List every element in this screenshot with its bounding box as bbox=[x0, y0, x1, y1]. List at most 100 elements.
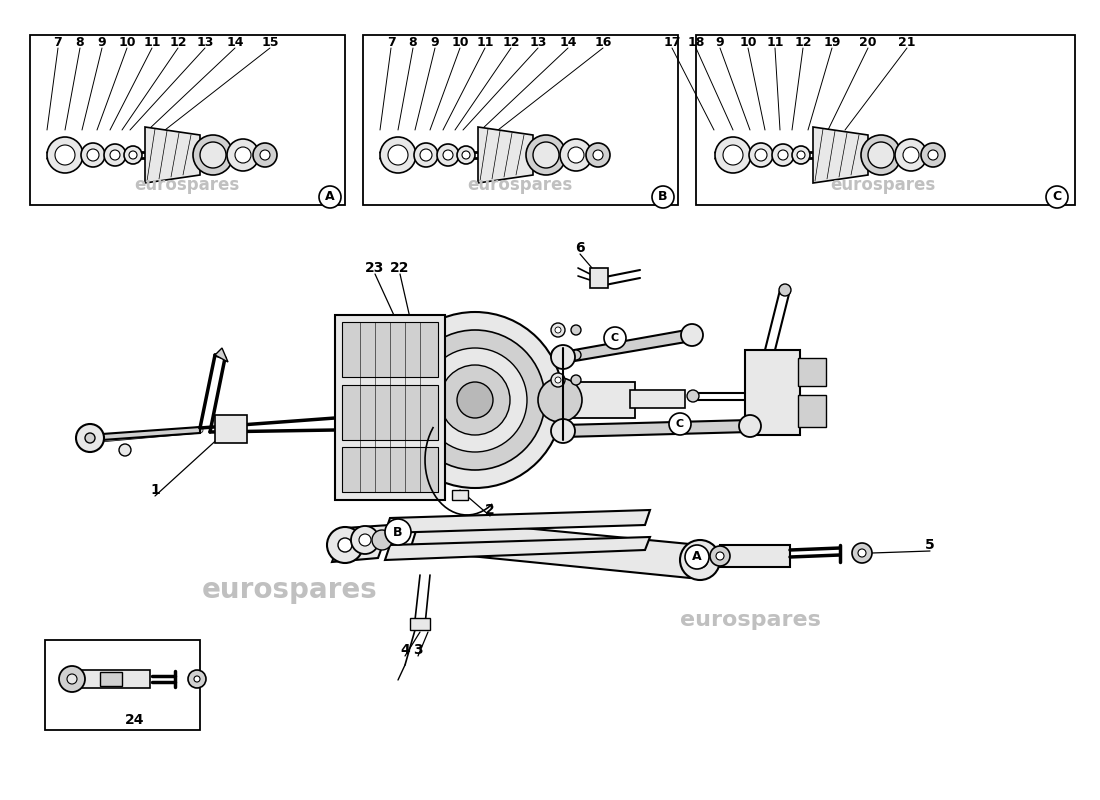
Circle shape bbox=[903, 147, 918, 163]
Circle shape bbox=[556, 352, 561, 358]
Circle shape bbox=[351, 526, 380, 554]
Text: 12: 12 bbox=[794, 37, 812, 50]
Text: 21: 21 bbox=[899, 37, 915, 50]
Circle shape bbox=[440, 365, 510, 435]
Bar bbox=[342, 385, 438, 440]
Circle shape bbox=[405, 330, 544, 470]
Polygon shape bbox=[145, 127, 200, 183]
Circle shape bbox=[456, 382, 493, 418]
Polygon shape bbox=[332, 525, 390, 562]
Bar bbox=[342, 322, 438, 377]
Bar bbox=[452, 490, 468, 500]
Text: 9: 9 bbox=[98, 37, 107, 50]
Circle shape bbox=[749, 143, 773, 167]
Circle shape bbox=[798, 151, 805, 159]
Circle shape bbox=[861, 135, 901, 175]
Circle shape bbox=[55, 145, 75, 165]
Circle shape bbox=[1046, 186, 1068, 208]
Text: 15: 15 bbox=[262, 37, 278, 50]
Bar bbox=[720, 545, 790, 567]
Text: C: C bbox=[675, 419, 684, 429]
Text: 9: 9 bbox=[716, 37, 724, 50]
Bar bbox=[45, 640, 200, 730]
Circle shape bbox=[921, 143, 945, 167]
Circle shape bbox=[253, 143, 277, 167]
Circle shape bbox=[571, 350, 581, 360]
Text: 12: 12 bbox=[169, 37, 187, 50]
Text: 18: 18 bbox=[688, 37, 705, 50]
Text: 22: 22 bbox=[390, 261, 409, 275]
Text: 12: 12 bbox=[503, 37, 519, 50]
Bar bbox=[336, 315, 446, 500]
Polygon shape bbox=[88, 427, 200, 441]
Bar bbox=[363, 35, 678, 205]
Text: 2: 2 bbox=[485, 503, 495, 517]
Circle shape bbox=[385, 519, 411, 545]
Text: 24: 24 bbox=[125, 713, 145, 727]
Circle shape bbox=[67, 674, 77, 684]
Circle shape bbox=[538, 378, 582, 422]
Text: eurospares: eurospares bbox=[134, 176, 240, 194]
Text: A: A bbox=[692, 550, 702, 563]
Circle shape bbox=[235, 147, 251, 163]
Polygon shape bbox=[410, 518, 700, 578]
Circle shape bbox=[338, 538, 352, 552]
Circle shape bbox=[551, 419, 575, 443]
Polygon shape bbox=[563, 329, 692, 363]
Text: 14: 14 bbox=[559, 37, 576, 50]
Circle shape bbox=[119, 444, 131, 456]
Circle shape bbox=[681, 324, 703, 346]
Text: 6: 6 bbox=[575, 241, 585, 255]
Circle shape bbox=[260, 150, 270, 160]
Circle shape bbox=[778, 150, 788, 160]
Circle shape bbox=[779, 284, 791, 296]
Circle shape bbox=[85, 433, 95, 443]
Text: 14: 14 bbox=[227, 37, 244, 50]
Circle shape bbox=[680, 540, 720, 580]
Circle shape bbox=[692, 552, 708, 568]
Circle shape bbox=[688, 390, 698, 402]
Circle shape bbox=[227, 139, 258, 171]
Circle shape bbox=[571, 325, 581, 335]
Circle shape bbox=[420, 149, 432, 161]
Text: B: B bbox=[394, 526, 403, 538]
Bar bbox=[214, 415, 248, 443]
Circle shape bbox=[192, 135, 233, 175]
Circle shape bbox=[424, 348, 527, 452]
Circle shape bbox=[739, 415, 761, 437]
Circle shape bbox=[792, 146, 810, 164]
Circle shape bbox=[372, 530, 392, 550]
Circle shape bbox=[868, 142, 894, 168]
Circle shape bbox=[319, 186, 341, 208]
Circle shape bbox=[534, 142, 559, 168]
Circle shape bbox=[81, 143, 104, 167]
Text: 23: 23 bbox=[365, 261, 385, 275]
Polygon shape bbox=[385, 537, 650, 560]
Circle shape bbox=[652, 186, 674, 208]
Circle shape bbox=[456, 146, 475, 164]
Circle shape bbox=[76, 424, 104, 452]
Circle shape bbox=[715, 137, 751, 173]
Polygon shape bbox=[813, 127, 868, 183]
Bar bbox=[798, 395, 826, 427]
Circle shape bbox=[379, 137, 416, 173]
Circle shape bbox=[604, 327, 626, 349]
Bar bbox=[630, 390, 685, 408]
Bar bbox=[30, 35, 345, 205]
Circle shape bbox=[858, 549, 866, 557]
Circle shape bbox=[551, 373, 565, 387]
Text: 10: 10 bbox=[119, 37, 135, 50]
Circle shape bbox=[551, 323, 565, 337]
Circle shape bbox=[124, 146, 142, 164]
Bar bbox=[342, 447, 438, 492]
Polygon shape bbox=[478, 127, 534, 183]
Circle shape bbox=[327, 527, 363, 563]
Text: B: B bbox=[658, 190, 668, 203]
Circle shape bbox=[110, 150, 120, 160]
Text: 11: 11 bbox=[767, 37, 783, 50]
Bar bbox=[560, 382, 635, 418]
Text: 11: 11 bbox=[476, 37, 494, 50]
Circle shape bbox=[556, 377, 561, 383]
Circle shape bbox=[188, 670, 206, 688]
Text: eurospares: eurospares bbox=[830, 176, 936, 194]
